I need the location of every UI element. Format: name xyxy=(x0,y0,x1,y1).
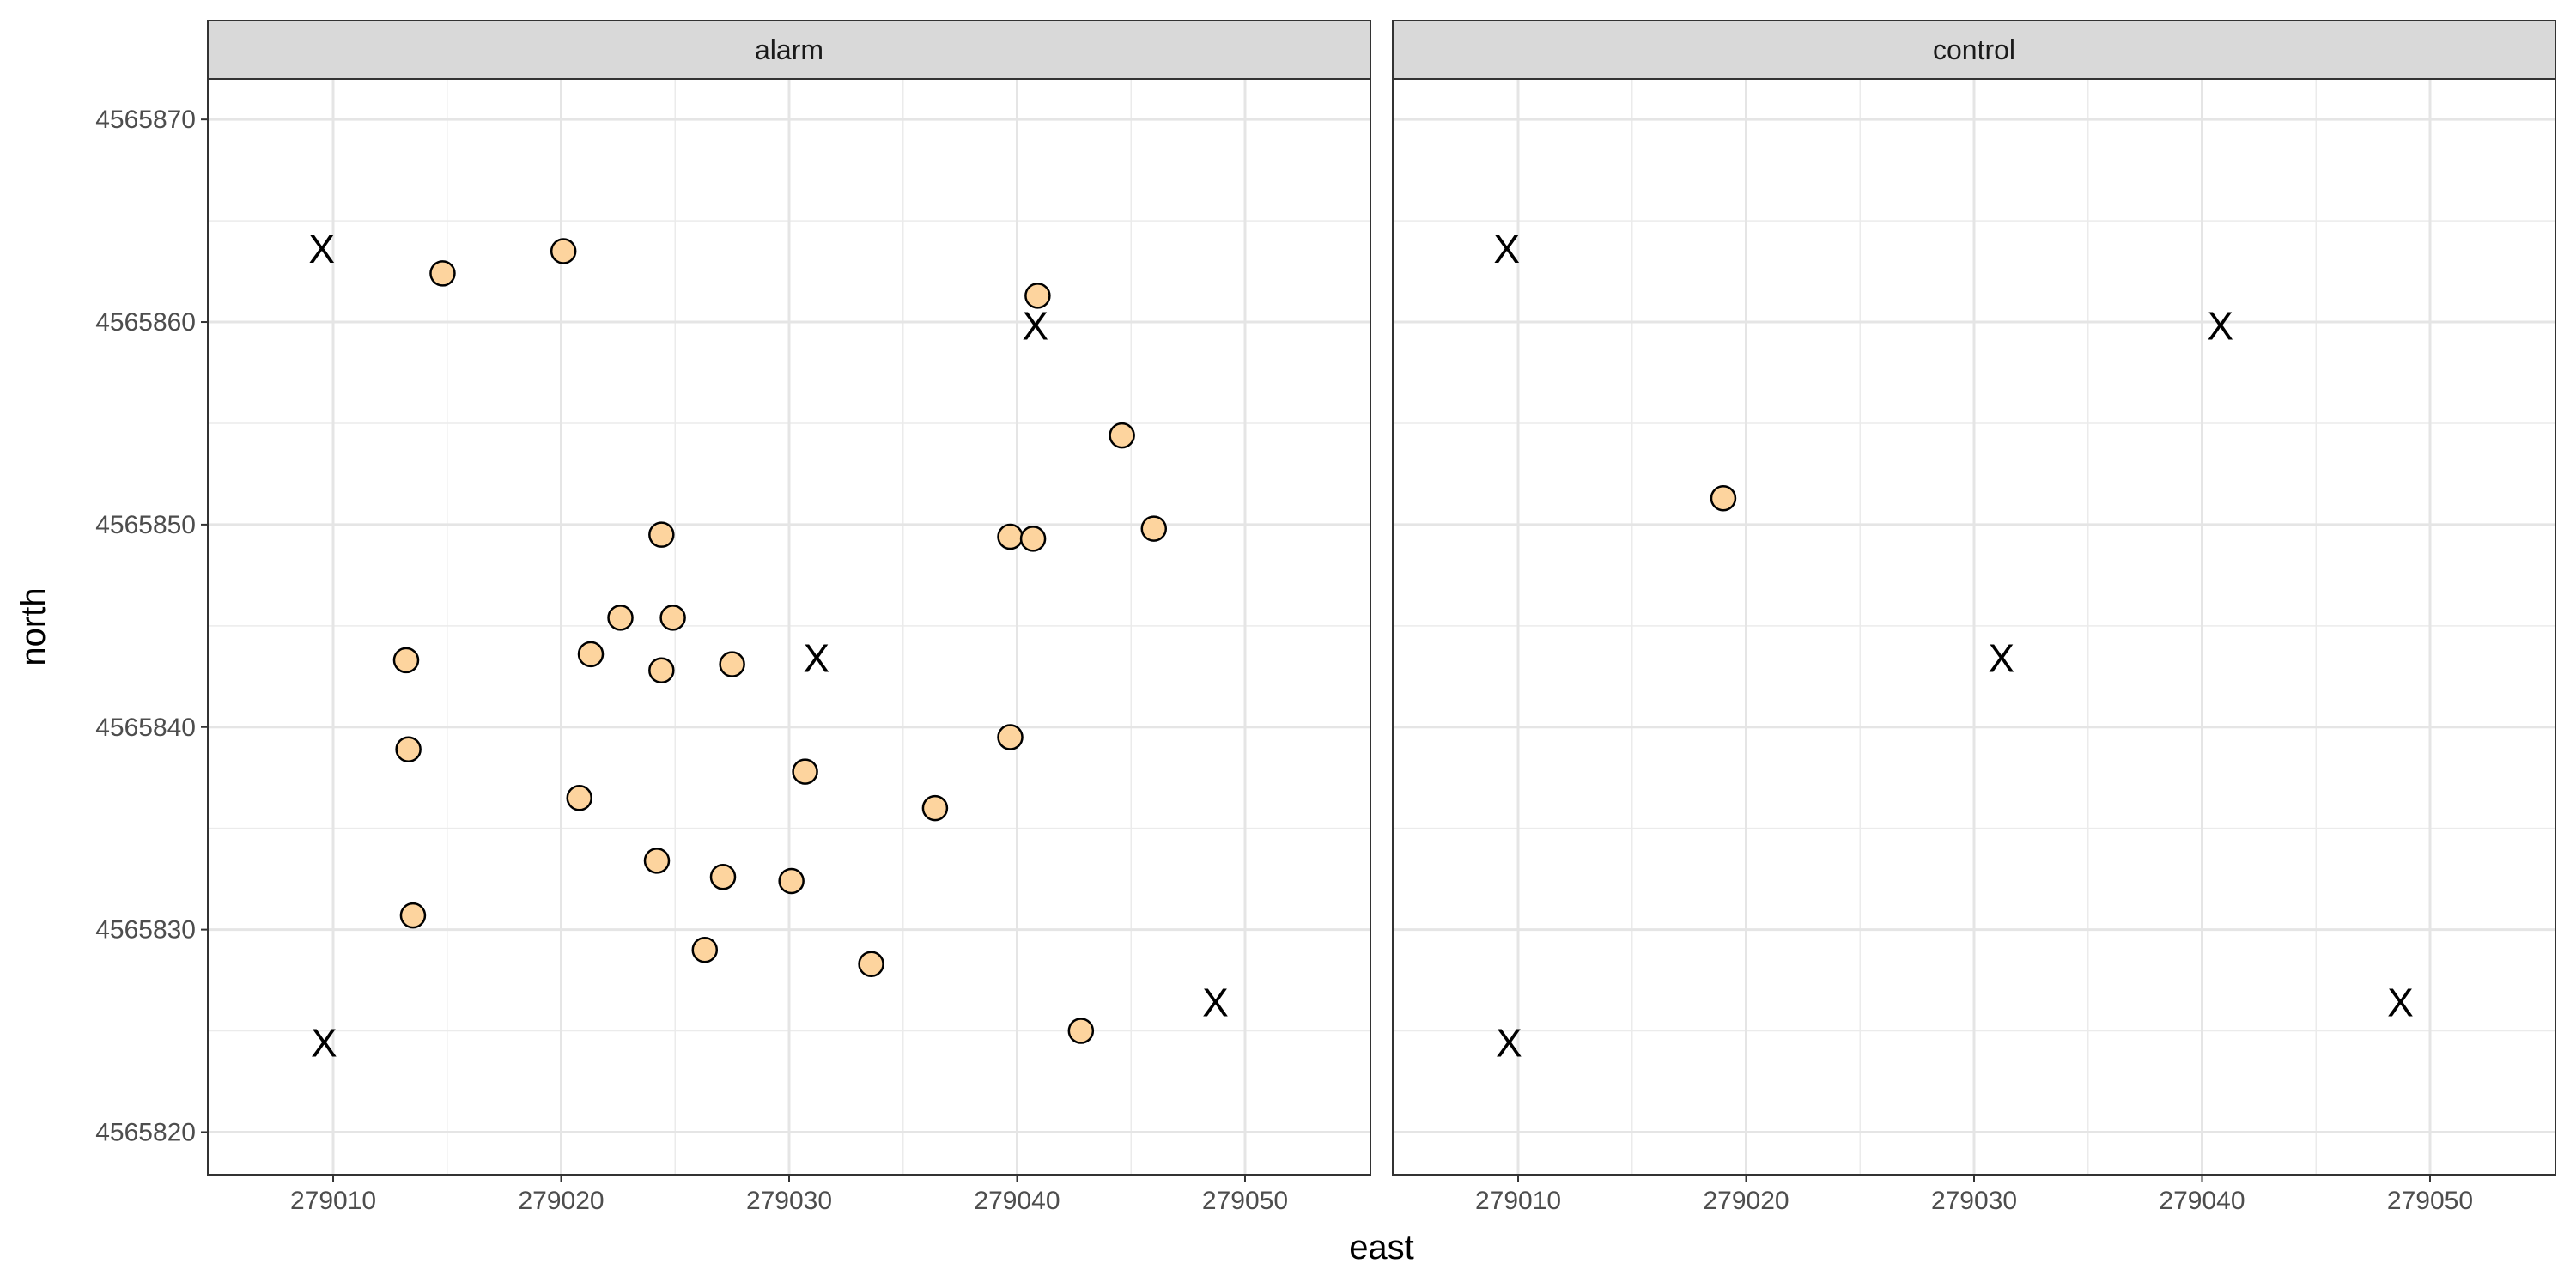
panel-control: control X X X X X 279010 279020 279030 279040 2790… xyxy=(1392,20,2556,1215)
x-tick-label: 279020 xyxy=(518,1187,604,1215)
x-tick-label: 279050 xyxy=(2387,1187,2473,1215)
x-tick-label: 279030 xyxy=(1931,1187,2017,1215)
x-tick-label: 279020 xyxy=(1703,1187,1789,1215)
panels-group: alarm X X X X X 279010 279020 279030 279040 279050… xyxy=(207,20,2556,1215)
data-point xyxy=(778,867,805,895)
x-marker: X xyxy=(1493,227,1520,271)
y-axis-title: north xyxy=(15,587,52,665)
x-tick-label: 279010 xyxy=(1475,1187,1561,1215)
y-tick-label: 4565860 xyxy=(95,308,196,337)
data-point xyxy=(648,521,675,548)
facet-strip-label: control xyxy=(1933,34,2015,65)
data-point xyxy=(643,848,671,874)
data-point xyxy=(997,523,1024,550)
data-point xyxy=(1140,515,1168,542)
y-axis: 4565820 4565830 4565840 4565850 4565860 45658… xyxy=(95,106,208,1146)
data-point xyxy=(858,951,884,977)
data-point xyxy=(1024,283,1051,309)
data-point xyxy=(395,736,422,762)
y-tick-label: 4565830 xyxy=(95,916,196,945)
y-tick-label: 4565820 xyxy=(95,1118,196,1146)
panel-alarm: alarm X X X X X 279010 279020 279030 279040 279050 xyxy=(207,20,1371,1215)
x-marker: X xyxy=(2387,981,2414,1025)
x-marker: X xyxy=(1202,981,1229,1025)
facet-strip xyxy=(207,20,1371,80)
x-marker: X xyxy=(804,636,830,681)
data-point xyxy=(921,794,949,822)
data-point xyxy=(566,785,592,811)
data-point xyxy=(429,260,456,287)
data-point xyxy=(997,724,1024,750)
data-point xyxy=(691,936,719,963)
x-tick-label: 279030 xyxy=(746,1187,832,1215)
x-marker: X xyxy=(1022,304,1048,349)
y-tick-label: 4565840 xyxy=(95,714,196,742)
y-tick-label: 4565850 xyxy=(95,511,196,539)
y-tick-label: 4565870 xyxy=(95,106,196,134)
data-point xyxy=(392,647,420,674)
data-point xyxy=(792,758,818,785)
x-tick-label: 279040 xyxy=(2159,1187,2245,1215)
x-marker: X xyxy=(2207,304,2233,349)
x-axis-title: east xyxy=(1349,1229,1414,1267)
x-tick-label: 279040 xyxy=(974,1187,1060,1215)
data-point xyxy=(1067,1018,1095,1044)
data-point xyxy=(577,641,605,668)
data-point xyxy=(607,605,634,631)
data-point xyxy=(1710,484,1737,512)
x-marker: X xyxy=(308,227,335,271)
data-point xyxy=(709,864,737,890)
x-tick-label: 279010 xyxy=(290,1187,376,1215)
facet-strip xyxy=(1392,20,2556,80)
data-point xyxy=(719,651,745,677)
data-point xyxy=(648,657,675,683)
data-point xyxy=(550,238,577,264)
x-marker: X xyxy=(1496,1021,1522,1066)
x-tick-label: 279050 xyxy=(1202,1187,1288,1215)
facet-strip-label: alarm xyxy=(755,34,823,65)
data-point xyxy=(399,902,427,929)
x-marker: X xyxy=(311,1021,337,1066)
data-point xyxy=(1109,422,1135,449)
data-point xyxy=(1019,526,1047,552)
x-marker: X xyxy=(1989,636,2015,681)
data-point xyxy=(659,605,686,631)
